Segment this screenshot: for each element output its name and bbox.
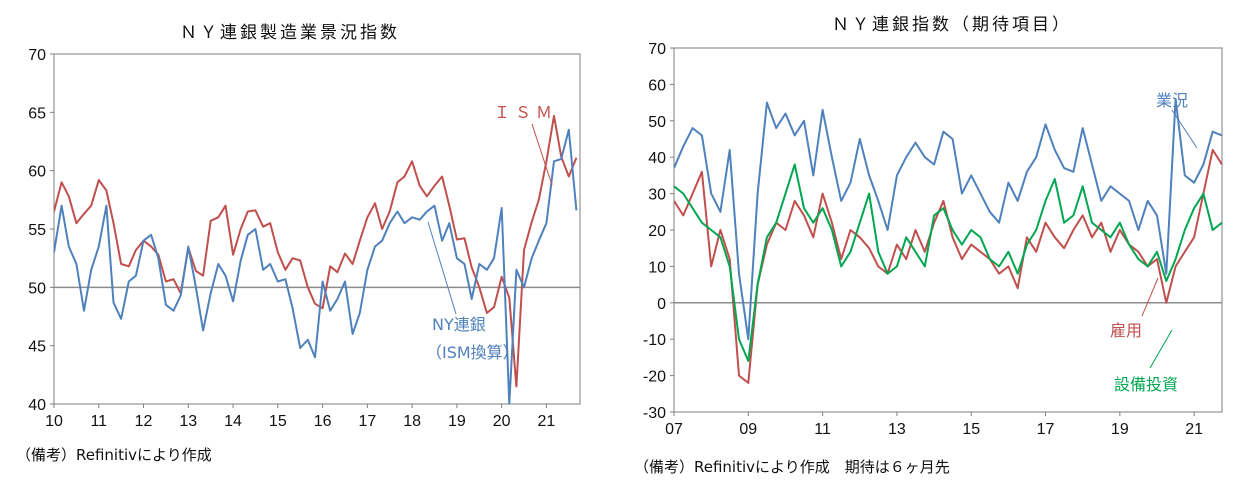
annotation-label-1: 業況 <box>1156 91 1188 110</box>
x-tick-label: 11 <box>814 421 831 438</box>
right-chart-title: ＮＹ連銀指数（期待項目） <box>832 15 1072 35</box>
ny-fed-expectations-chart: ＮＹ連銀指数（期待項目） -30 -20 -10 0 10 20 30 40 50 60 70 07 0… <box>612 0 1246 484</box>
annotation-label-3: 設備投資 <box>1114 375 1178 394</box>
series-line-2 <box>674 148 1222 384</box>
x-tick-label: 09 <box>739 421 757 438</box>
x-tick-label: 17 <box>358 413 376 430</box>
annotation-leader-1 <box>1171 109 1198 149</box>
x-tick-label: 10 <box>45 413 63 430</box>
right-chart-svg: ＮＹ連銀指数（期待項目） -30 -20 -10 0 10 20 30 40 50 60 70 07 0… <box>643 15 1223 438</box>
left-chart-title: ＮＹ連銀製造業景況指数 <box>180 23 400 43</box>
x-tick-label: 18 <box>403 413 421 430</box>
series-line-1 <box>54 114 578 388</box>
series-line-3 <box>674 163 1222 362</box>
annotation-leader-2 <box>1141 277 1159 317</box>
y-tick-label: 10 <box>648 259 666 276</box>
y-tick-label: 30 <box>648 187 666 204</box>
y-tick-label: 50 <box>648 114 666 131</box>
x-tick-label: 12 <box>135 413 153 430</box>
left-chart-note: （備考）Refinitivにより作成 <box>16 446 212 464</box>
right-chart-note: （備考）Refinitivにより作成 期待は６ヶ月先 <box>634 458 950 476</box>
annotation-leader-3 <box>1149 329 1173 369</box>
x-tick-label: 19 <box>1111 421 1129 438</box>
x-tick-label: 13 <box>179 413 197 430</box>
y-tick-label: -10 <box>643 332 666 349</box>
x-tick-label: 19 <box>448 413 466 430</box>
annotation-leader-1 <box>531 123 553 186</box>
y-tick-label: 60 <box>28 164 46 181</box>
y-tick-label: 65 <box>28 105 46 122</box>
x-tick-label: 20 <box>493 413 511 430</box>
annotation-label-2: 雇用 <box>1110 321 1142 340</box>
y-tick-label: 50 <box>28 280 46 297</box>
y-tick-label: 70 <box>28 47 46 64</box>
y-tick-label: 45 <box>28 339 46 356</box>
y-tick-label: 55 <box>28 222 46 239</box>
x-tick-label: 07 <box>665 421 683 438</box>
y-tick-label: 0 <box>657 296 666 313</box>
annotation-leader-2 <box>427 221 457 315</box>
annotation-label-3: （ISM換算） <box>426 343 519 362</box>
x-tick-label: 15 <box>269 413 287 430</box>
y-tick-label: 60 <box>648 77 666 94</box>
x-tick-label: 16 <box>314 413 332 430</box>
y-tick-label: 40 <box>648 150 666 167</box>
y-tick-label: 20 <box>648 223 666 240</box>
y-tick-label: -20 <box>643 369 666 386</box>
x-tick-label: 21 <box>538 413 556 430</box>
annotation-label-1: ＩＳＭ <box>494 103 557 122</box>
x-tick-label: 13 <box>888 421 906 438</box>
x-tick-label: 14 <box>224 413 242 430</box>
y-tick-label: 40 <box>28 397 46 414</box>
ny-fed-manufacturing-chart: ＮＹ連銀製造業景況指数 40 45 50 55 60 65 70 10 11 12 13 14 15 16… <box>0 0 610 484</box>
annotation-label-2: NY連銀 <box>432 315 486 334</box>
left-chart-svg: ＮＹ連銀製造業景況指数 40 45 50 55 60 65 70 10 11 12 13 14 15 16… <box>28 23 581 430</box>
x-tick-label: 15 <box>962 421 980 438</box>
y-tick-label: -30 <box>643 405 666 422</box>
x-tick-label: 21 <box>1185 421 1203 438</box>
series-line-1 <box>674 98 1222 341</box>
series-line-2 <box>54 128 578 404</box>
x-tick-label: 11 <box>90 413 107 430</box>
x-tick-label: 17 <box>1037 421 1055 438</box>
y-tick-label: 70 <box>648 41 666 58</box>
